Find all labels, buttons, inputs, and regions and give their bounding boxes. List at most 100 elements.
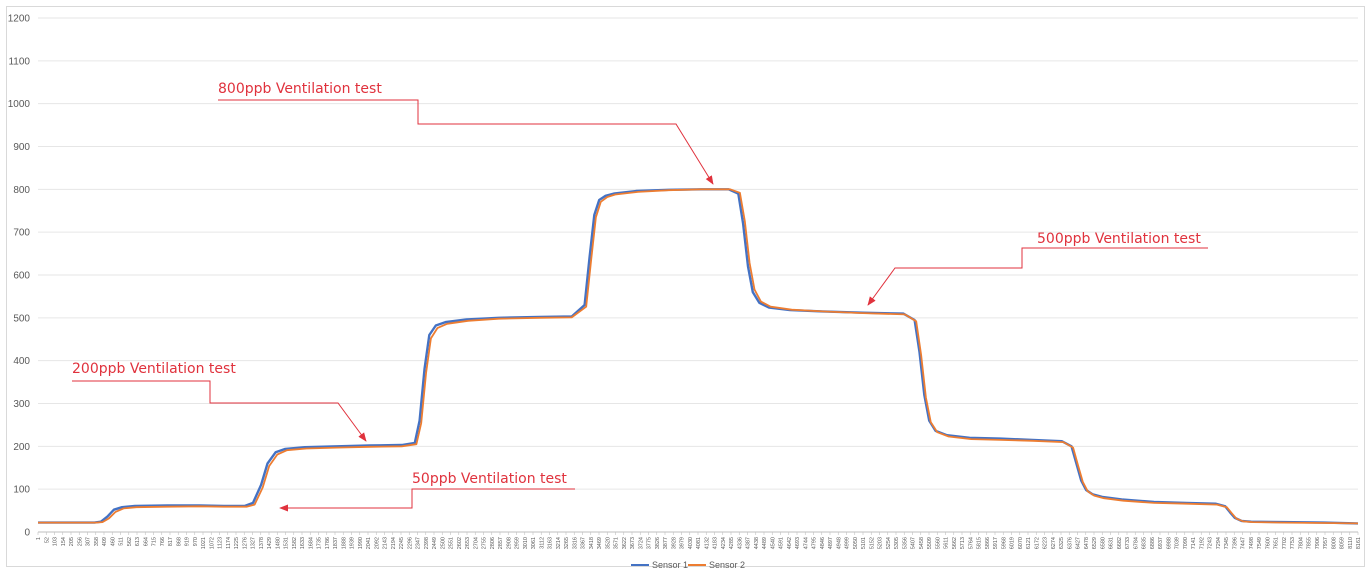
annotation-label: 500ppb Ventilation test [1037,231,1201,247]
annotation-arrow [218,99,714,185]
x-tick-label: 307 [86,537,92,546]
x-tick-label: 8008 [1331,537,1337,549]
x-tick-label: 1684 [308,537,314,549]
legend-item-sensor-1: Sensor 1 [631,560,688,570]
x-tick-label: 919 [185,537,191,546]
x-tick-label: 4540 [770,537,776,549]
x-tick-label: 7702 [1282,537,1288,549]
series-lines [38,188,1359,525]
x-tick-label: 2500 [440,537,446,549]
x-tick-label: 6019 [1010,537,1016,549]
x-tick-label: 766 [160,537,166,546]
x-tick-label: 2857 [498,537,504,549]
y-tick-label: 200 [13,442,30,453]
x-tick-label: 4897 [828,537,834,549]
x-tick-label: 7141 [1191,537,1197,549]
x-tick-label: 5560 [935,537,941,549]
x-tick-label: 4642 [787,537,793,549]
x-tick-label: 4948 [836,537,842,549]
x-tick-label: 4081 [696,537,702,549]
series-line-sensor-2 [38,188,1359,525]
x-tick-label: 7804 [1298,537,1304,549]
x-tick-label: 5152 [869,537,875,549]
x-tick-label: 6682 [1117,537,1123,549]
x-tick-label: 7651 [1274,537,1280,549]
x-tick-label: 2041 [366,537,372,549]
x-tick-label: 1327 [251,537,257,549]
x-tick-label: 3418 [589,537,595,549]
x-tick-label: 6937 [1158,537,1164,549]
x-tick-label: 5611 [944,537,950,549]
x-tick-label: 2194 [391,537,397,549]
x-tick-label: 256 [77,537,83,546]
y-tick-label: 500 [13,313,30,324]
x-tick-label: 3367 [581,537,587,549]
annotation-arrow [279,488,575,512]
x-tick-label: 4744 [803,537,809,549]
y-tick-label: 900 [13,142,30,153]
x-tick-label: 1735 [317,537,323,549]
y-tick-label: 600 [13,271,30,282]
x-tick-label: 4387 [746,537,752,549]
x-tick-label: 1021 [201,537,207,549]
x-tick-label: 6835 [1142,537,1148,549]
x-tick-label: 5203 [878,537,884,549]
x-tick-label: 4795 [812,537,818,549]
x-tick-label: 1837 [333,537,339,549]
x-tick-label: 2806 [490,537,496,549]
x-tick-label: 409 [102,537,108,546]
x-tick-label: 3877 [663,537,669,549]
x-tick-label: 2653 [465,537,471,549]
annotation-label: 200ppb Ventilation test [72,361,236,377]
x-tick-label: 715 [152,537,158,546]
x-tick-label: 7855 [1307,537,1313,549]
x-tick-label: 5662 [952,537,958,549]
x-tick-label: 2704 [473,537,479,549]
annotation-500ppb: 500ppb Ventilation test [867,231,1208,306]
x-tick-label: 2755 [482,537,488,549]
y-tick-label: 300 [13,399,30,410]
x-tick-label: 7447 [1241,537,1247,549]
x-tick-label: 511 [119,537,125,546]
x-tick-label: 7906 [1315,537,1321,549]
annotation-arrow [72,380,367,442]
x-tick-label: 460 [110,537,116,546]
x-tick-label: 3826 [655,537,661,549]
x-tick-label: 4336 [737,537,743,549]
x-tick-label: 5509 [927,537,933,549]
x-tick-label: 4132 [704,537,710,549]
x-tick-label: 4591 [779,537,785,549]
x-tick-label: 4999 [845,537,851,549]
y-tick-label: 100 [13,485,30,496]
x-tick-label: 6376 [1067,537,1073,549]
x-tick-label: 2449 [432,537,438,549]
legend-item-sensor-2: Sensor 2 [688,560,745,570]
x-tick-label: 4285 [729,537,735,549]
x-tick-label: 5356 [902,537,908,549]
annotation-arrow [867,247,1208,306]
x-tick-label: 103 [53,537,59,546]
x-tick-label: 3214 [556,537,562,549]
x-tick-label: 7192 [1199,537,1205,549]
legend: Sensor 1 Sensor 2 [631,560,745,570]
x-tick-label: 205 [69,537,75,546]
x-tick-label: 3112 [539,537,545,549]
x-tick-label: 7090 [1183,537,1189,549]
x-tick-label: 4183 [713,537,719,549]
y-tick-label: 400 [13,356,30,367]
x-tick-label: 52 [44,537,50,543]
x-tick-label: 4846 [820,537,826,549]
x-tick-label: 970 [193,537,199,546]
x-tick-label: 2959 [515,537,521,549]
x-tick-label: 1429 [267,537,273,549]
legend-label: Sensor 1 [652,560,688,570]
x-tick-label: 2347 [416,537,422,549]
x-tick-label: 1939 [350,537,356,549]
x-tick-label: 8059 [1340,537,1346,549]
x-tick-label: 8161 [1356,537,1362,549]
y-tick-label: 700 [13,228,30,239]
x-tick-label: 6631 [1109,537,1115,549]
x-tick-label: 5713 [960,537,966,549]
x-tick-label: 6121 [1026,537,1032,549]
